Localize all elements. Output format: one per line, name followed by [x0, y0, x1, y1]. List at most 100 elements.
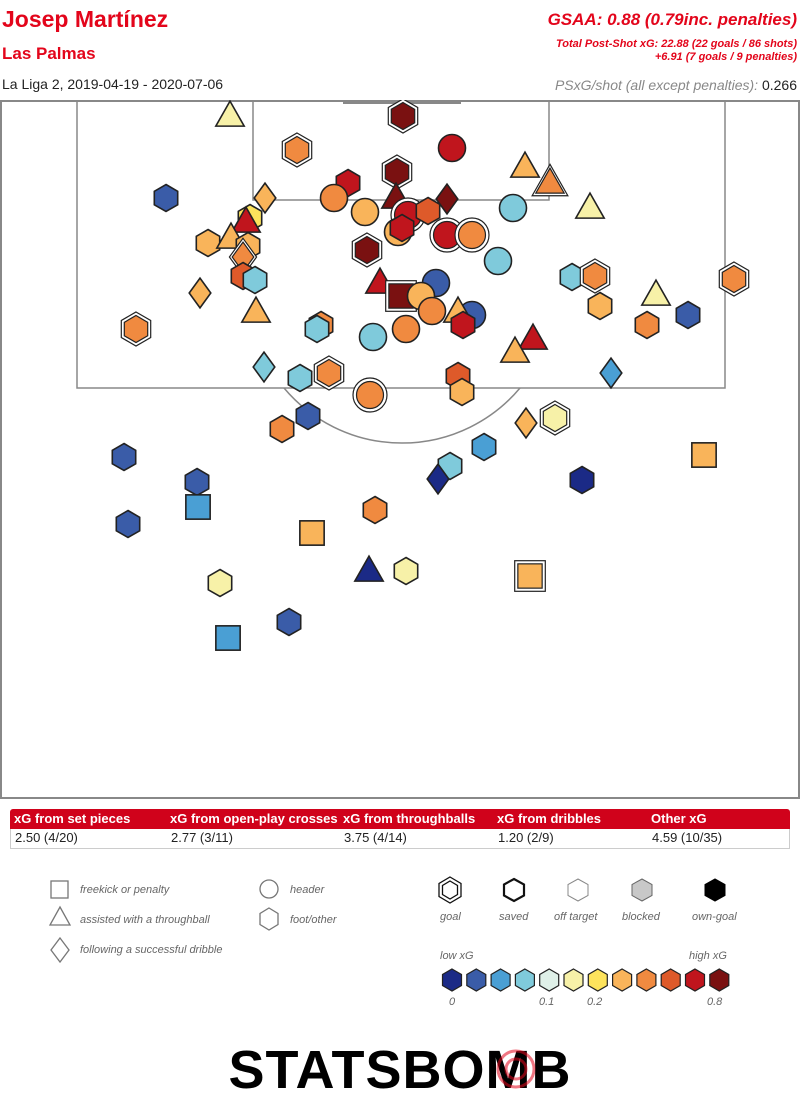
shot-point [230, 205, 262, 233]
color-scale-swatch [563, 968, 584, 992]
color-scale-swatch [490, 968, 511, 992]
shot-point [587, 291, 613, 321]
shot-point [352, 377, 388, 413]
shot-point [579, 258, 611, 294]
shot-point [215, 625, 241, 651]
triangle-icon [48, 905, 72, 926]
logo-text: STATSBOMB [229, 1040, 572, 1100]
shot-point [253, 181, 277, 215]
shot-point [281, 132, 313, 168]
psxg-total-stat: Total Post-Shot xG: 22.88 (22 goals / 86… [555, 38, 797, 50]
summary-value-throughballs: 3.75 (4/14) [344, 830, 407, 845]
legend-header: header [290, 884, 326, 896]
shot-point [437, 133, 467, 163]
summary-values-row: 2.50 (4/20) 2.77 (3/11) 3.75 (4/14) 1.20… [10, 829, 790, 849]
legend-foot: foot/other [290, 914, 338, 926]
shot-point [353, 554, 385, 582]
legend: freekick or penalty assisted with a thro… [48, 876, 737, 1008]
shot-point [387, 100, 419, 134]
logo-target-inner-icon [504, 1057, 528, 1081]
shot-map-pitch [0, 100, 800, 799]
shot-point [514, 406, 538, 440]
legend-off-target: off target [554, 911, 598, 923]
legend-low-xg: low xG [440, 950, 474, 962]
shot-point [634, 310, 660, 340]
psxg-penalty-stat: +6.91 (7 goals / 9 penalties) [654, 51, 797, 63]
color-scale-swatch [441, 968, 463, 992]
color-scale-swatch [660, 968, 681, 992]
shot-point [299, 520, 325, 546]
color-scale-swatch [539, 968, 560, 992]
xg-color-scale [441, 968, 730, 992]
shots-layer [111, 100, 750, 651]
shot-point [393, 556, 419, 586]
off-target-icon [567, 878, 589, 902]
summary-value-crosses: 2.77 (3/11) [171, 830, 233, 845]
shot-point [389, 213, 415, 243]
shot-point [391, 314, 421, 344]
shot-point [195, 228, 221, 258]
summary-header-dribbles: xG from dribbles [497, 811, 602, 826]
shot-point [483, 246, 513, 276]
shot-point [426, 462, 450, 496]
shot-point [675, 300, 701, 330]
shot-point [415, 196, 441, 226]
diamond-icon [50, 936, 70, 964]
statsbomb-logo: STATSBOMB [229, 1040, 572, 1100]
shot-point [240, 295, 272, 323]
psxg-per-shot: PSxG/shot (all except penalties): 0.266 [555, 77, 797, 93]
legend-throughball: assisted with a throughball [80, 914, 210, 926]
legend-high-xg: high xG [689, 950, 727, 962]
xg-summary-table: xG from set pieces xG from open-play cro… [10, 809, 790, 849]
summary-header-set-pieces: xG from set pieces [14, 811, 131, 826]
shot-point [417, 296, 447, 326]
color-scale-swatch [636, 968, 657, 992]
color-scale-swatch [611, 968, 633, 992]
legend-tick-3: 0.8 [707, 996, 723, 1008]
gsaa-stat: GSAA: 0.88 (0.79inc. penalties) [547, 10, 797, 29]
summary-value-other: 4.59 (10/35) [652, 830, 723, 845]
shot-point [185, 494, 211, 520]
shot-point [454, 217, 490, 253]
legend-tick-0: 0 [449, 996, 456, 1008]
hexagon-icon [259, 907, 279, 931]
summary-value-set-pieces: 2.50 (4/20) [15, 830, 78, 845]
shot-point [509, 150, 541, 178]
summary-header-crosses: xG from open-play crosses [170, 811, 338, 826]
shot-point [269, 414, 295, 444]
legend-own-goal: own-goal [692, 911, 737, 923]
summary-header-throughballs: xG from throughballs [343, 811, 476, 826]
psxg-per-shot-value: 0.266 [761, 77, 797, 93]
shot-point [435, 182, 459, 216]
shot-point [319, 183, 349, 213]
saved-icon [502, 877, 526, 903]
shot-point [358, 322, 388, 352]
shot-point [295, 401, 321, 431]
color-scale-swatch [466, 968, 487, 992]
color-scale-swatch [514, 968, 536, 992]
shot-point [498, 193, 528, 223]
square-icon [50, 880, 69, 899]
goal-inner-icon [441, 880, 459, 900]
shot-point [381, 154, 413, 190]
color-scale-swatch [587, 968, 608, 992]
shot-point [188, 276, 212, 310]
legend-dribble: following a successful dribble [80, 944, 222, 956]
shot-point [313, 355, 345, 391]
shot-point [449, 377, 475, 407]
shot-point [350, 197, 380, 227]
shot-point [120, 311, 152, 347]
shot-point [599, 356, 623, 390]
color-scale-swatch [709, 968, 730, 992]
own-goal-icon [704, 878, 726, 902]
legend-goal: goal [440, 911, 461, 923]
shot-point [471, 432, 497, 462]
shot-point [539, 400, 571, 436]
shot-point [499, 335, 531, 363]
shot-point [514, 560, 546, 592]
shot-point [214, 100, 246, 127]
shot-point [569, 465, 595, 495]
psxg-per-shot-label: PSxG/shot (all except penalties): [554, 77, 759, 93]
competition-date-range: La Liga 2, 2019-04-19 - 2020-07-06 [2, 76, 224, 92]
shot-point [207, 568, 233, 598]
